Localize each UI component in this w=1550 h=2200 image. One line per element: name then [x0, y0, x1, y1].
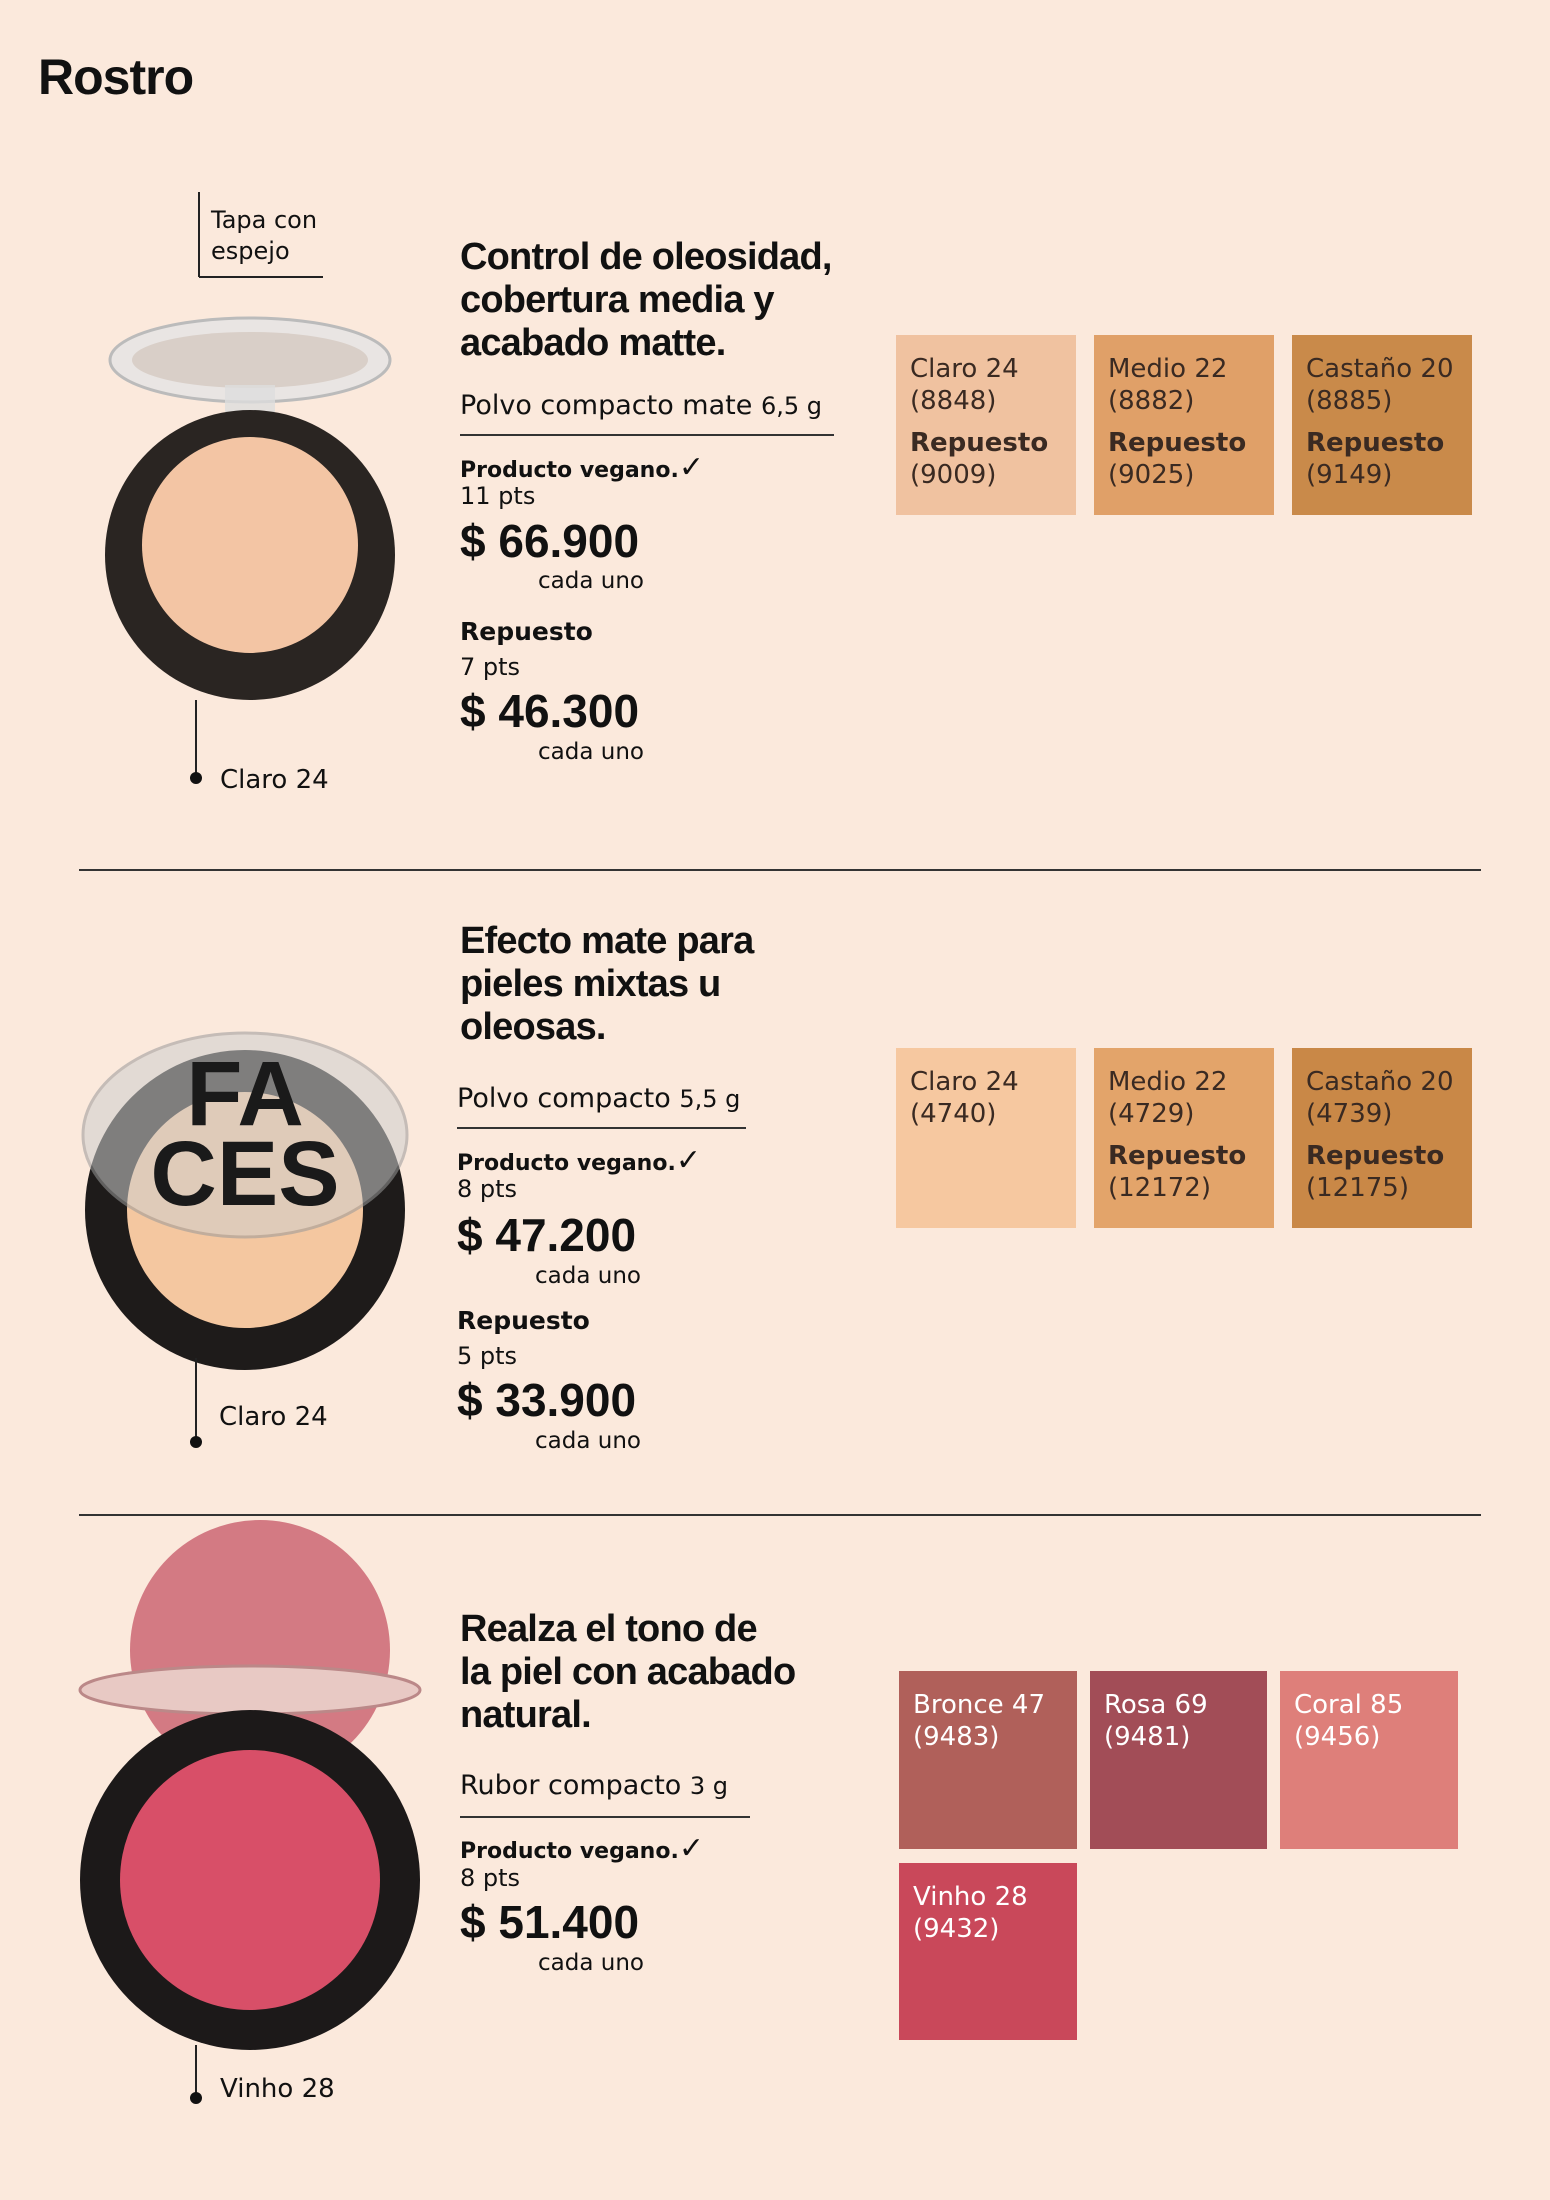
text: Vinho 28 — [913, 1882, 1028, 1912]
divider — [457, 1127, 746, 1129]
points: 8 pts — [457, 1175, 518, 1203]
text: Repuesto — [1108, 1141, 1247, 1171]
page-title: Rostro — [38, 49, 194, 105]
vegan: Producto vegano. — [460, 458, 679, 483]
heading: Efecto mate para pieles mixtas u oleosas… — [460, 920, 754, 1049]
product-size: 5,5 g — [679, 1085, 741, 1113]
heading-line: acabado matte. — [460, 322, 726, 364]
swatch: Medio 22 (8882) Repuesto (9025) — [1094, 335, 1274, 515]
refill-points: 7 pts — [460, 653, 521, 681]
text: Repuesto — [1306, 1141, 1445, 1171]
heading-line: Realza el tono de — [460, 1608, 758, 1650]
heading-line: Efecto mate para — [460, 920, 754, 962]
swatch: Medio 22 (4729) Repuesto (12172) — [1094, 1048, 1274, 1228]
heading-line: oleosas. — [460, 1006, 606, 1048]
vegan: Producto vegano. — [457, 1151, 676, 1176]
text: (4739) — [1306, 1099, 1393, 1129]
section-divider — [79, 869, 1481, 871]
heading-line: la piel con acabado — [460, 1651, 796, 1693]
product-name: Polvo compacto — [457, 1083, 671, 1114]
text: (9009) — [910, 460, 997, 490]
text: Repuesto — [1108, 428, 1247, 458]
refill-price: $ 33.900 — [457, 1374, 637, 1426]
text: (8848) — [910, 386, 997, 416]
price-note: cada uno — [538, 739, 644, 765]
vegan: Producto vegano. — [460, 1839, 679, 1864]
text: (9025) — [1108, 460, 1195, 490]
shade-label: Claro 24 — [219, 1402, 328, 1432]
price-note: cada uno — [538, 1950, 644, 1976]
refill-label: Repuesto — [460, 617, 593, 646]
text: Repuesto — [910, 428, 1049, 458]
price: $ 66.900 — [460, 515, 640, 567]
text: Coral 85 — [1294, 1690, 1404, 1720]
text: (9149) — [1306, 460, 1393, 490]
refill-label: Repuesto — [457, 1306, 590, 1335]
shade-label: Claro 24 — [220, 765, 329, 795]
swatch: Bronce 47 (9483) — [899, 1671, 1077, 1849]
heading-line: cobertura media y — [460, 279, 775, 321]
text: (9456) — [1294, 1722, 1381, 1752]
text: (9483) — [913, 1722, 1000, 1752]
text: Claro 24 — [910, 1067, 1019, 1097]
heading-line: natural. — [460, 1694, 592, 1736]
product-name: Polvo compacto mate — [460, 390, 753, 421]
heading: Realza el tono de la piel con acabado na… — [460, 1608, 796, 1737]
refill-price: $ 46.300 — [460, 685, 640, 737]
swatch: Castaño 20 (8885) Repuesto (9149) — [1292, 335, 1472, 515]
lid-text: CES — [150, 1123, 339, 1225]
price-note: cada uno — [538, 568, 644, 594]
text: Repuesto — [1306, 428, 1445, 458]
text: (8885) — [1306, 386, 1393, 416]
text: Castaño 20 — [1306, 354, 1454, 384]
points: 8 pts — [460, 1864, 521, 1892]
text: (12175) — [1306, 1173, 1409, 1203]
text: (4729) — [1108, 1099, 1195, 1129]
swatch: Claro 24 (8848) Repuesto (9009) — [896, 335, 1076, 515]
text: (12172) — [1108, 1173, 1211, 1203]
swatch: Coral 85 (9456) — [1280, 1671, 1458, 1849]
heading: Control de oleosidad, cobertura media y … — [460, 236, 832, 365]
text: Claro 24 — [910, 354, 1019, 384]
points: 11 pts — [460, 482, 536, 510]
text: (9432) — [913, 1914, 1000, 1944]
annotation: Tapa con espejo — [211, 206, 318, 265]
text: Rosa 69 — [1104, 1690, 1208, 1720]
price: $ 51.400 — [460, 1896, 640, 1948]
heading-line: Control de oleosidad, — [460, 236, 832, 278]
price: $ 47.200 — [457, 1209, 637, 1261]
shade-label: Vinho 28 — [220, 2074, 335, 2104]
divider — [460, 1816, 750, 1818]
lid-text: FA — [186, 1043, 304, 1145]
swatch: Castaño 20 (4739) Repuesto (12175) — [1292, 1048, 1472, 1228]
divider — [460, 434, 834, 436]
swatch: Rosa 69 (9481) — [1090, 1671, 1267, 1849]
text: Bronce 47 — [913, 1690, 1045, 1720]
section-divider — [79, 1514, 1481, 1516]
price-note: cada uno — [535, 1428, 641, 1454]
text: (9481) — [1104, 1722, 1191, 1752]
text: (8882) — [1108, 386, 1195, 416]
text: Castaño 20 — [1306, 1067, 1454, 1097]
price-note: cada uno — [535, 1263, 641, 1289]
text: Medio 22 — [1108, 1067, 1228, 1097]
product-size: 3 g — [689, 1772, 729, 1800]
heading-line: pieles mixtas u — [460, 963, 721, 1005]
swatch: Vinho 28 (9432) — [899, 1863, 1077, 2040]
product-size: 6,5 g — [760, 392, 822, 420]
text: (4740) — [910, 1099, 997, 1129]
product-name: Rubor compacto — [460, 1770, 682, 1801]
swatch: Claro 24 (4740) — [896, 1048, 1076, 1228]
refill-points: 5 pts — [457, 1342, 518, 1370]
text: Medio 22 — [1108, 354, 1228, 384]
